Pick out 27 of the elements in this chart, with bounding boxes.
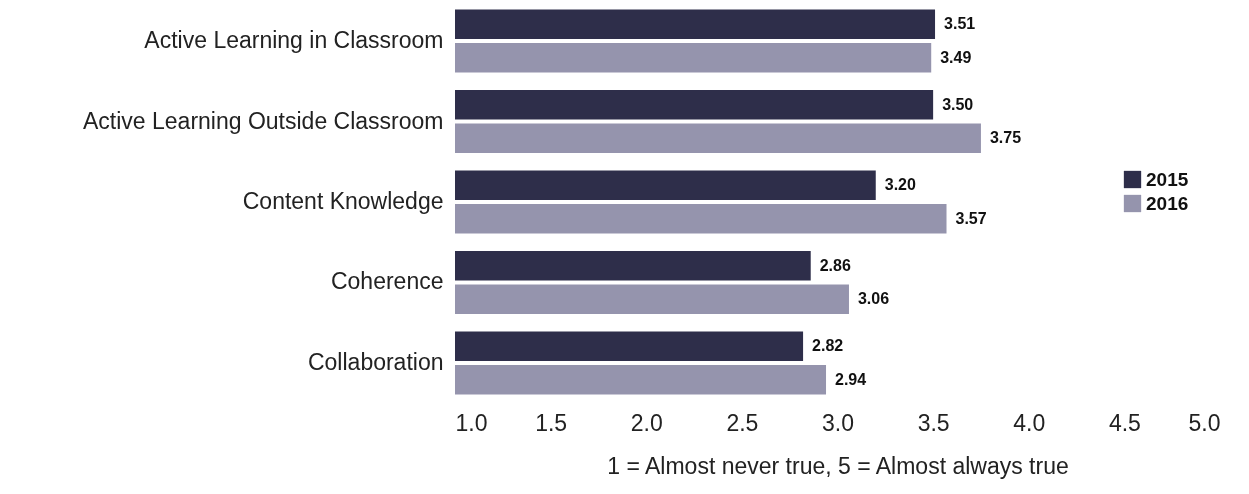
x-tick-label: 1.0 (455, 409, 488, 436)
data-label: 3.50 (942, 95, 974, 113)
data-label: 3.51 (944, 15, 976, 33)
x-tick-label: 5.0 (1188, 409, 1221, 436)
x-tick-label: 1.5 (535, 409, 568, 436)
y-tick-label: Collaboration (307, 349, 444, 375)
y-tick-label: Active Learning in Classroom (144, 27, 444, 53)
x-tick-label: 3.0 (822, 409, 854, 436)
x-tick-label: 4.0 (1013, 409, 1046, 436)
data-label: 2.86 (819, 256, 851, 274)
data-label: 2.94 (835, 370, 867, 388)
legend-label: 2015 (1146, 168, 1189, 190)
data-label: 2.82 (812, 337, 844, 355)
data-label: 3.75 (989, 129, 1022, 147)
y-tick-label: Coherence (330, 268, 444, 295)
x-axis-title: 1 = Almost never true, 5 = Almost always true (607, 452, 1069, 479)
data-label: 3.57 (955, 209, 987, 227)
data-label: 3.49 (940, 48, 972, 66)
y-tick-label: Active Learning Outside Classroom (83, 107, 444, 134)
x-tick-label: 4.5 (1108, 409, 1141, 436)
x-tick-label: 3.5 (917, 409, 950, 436)
x-tick-label: 2.0 (630, 409, 663, 436)
data-label: 3.20 (884, 176, 916, 194)
data-label: 3.06 (857, 290, 890, 308)
x-tick-label: 2.5 (726, 409, 759, 436)
legend-label: 2016 (1146, 192, 1189, 214)
y-tick-label: Content Knowledge (242, 188, 444, 214)
